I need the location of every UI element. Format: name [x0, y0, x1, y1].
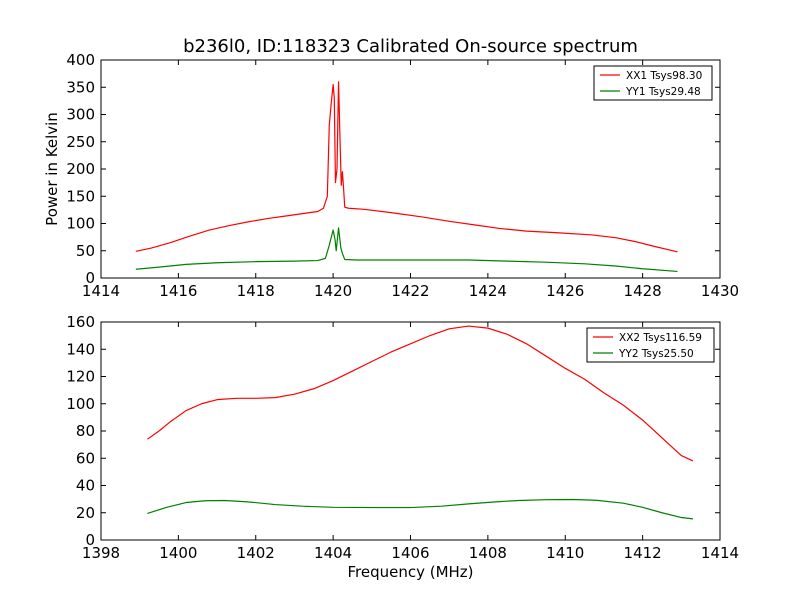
panel1-x-tick-label: 1426	[546, 282, 584, 300]
chart-title: b236l0, ID:118323 Calibrated On-source s…	[183, 36, 638, 57]
panel2-y-tick-label: 160	[66, 313, 95, 331]
panel2-y-tick-label: 80	[76, 422, 95, 440]
panel2-legend-label-1: XX2 Tsys116.59	[619, 332, 702, 344]
panel1-y-tick-label: 200	[66, 160, 95, 178]
panel1-x-tick-label: 1414	[82, 282, 120, 300]
panel1-y-tick-label: 250	[66, 133, 95, 151]
panel2-y-tick-label: 100	[66, 395, 95, 413]
panel2-x-tick-label: 1402	[237, 544, 275, 562]
panel1-x-tick-label: 1420	[314, 282, 352, 300]
panel2-legend-box	[586, 327, 715, 363]
panel1-legend-label-1: XX1 Tsys98.30	[626, 70, 702, 82]
panel1-y-tick-label: 300	[66, 106, 95, 124]
panel2-x-tick-label: 1406	[391, 544, 429, 562]
panel1-series-line-2	[135, 227, 678, 273]
panel2-series-line-2	[147, 498, 693, 520]
panel2-x-tick-label: 1414	[701, 544, 739, 562]
panel2-x-tick-label: 1404	[314, 544, 352, 562]
panel2-y-tick-label: 20	[76, 504, 95, 522]
panel2-x-axis-label: Frequency (MHz)	[347, 563, 473, 581]
panel1-x-tick-label: 1424	[469, 282, 507, 300]
panel2-legend	[586, 327, 715, 363]
panel1-x-tick-label: 1416	[159, 282, 197, 300]
panel1-legend	[593, 65, 713, 101]
panel2-y-tick-label: 120	[66, 368, 95, 386]
panel1-x-tick-label: 1430	[701, 282, 739, 300]
panel2-y-tick-label: 0	[85, 531, 95, 549]
panel1-x-tick-label: 1428	[624, 282, 662, 300]
panel2-y-tick-label: 40	[76, 477, 95, 495]
panel1-y-tick-label: 400	[66, 51, 95, 69]
panel1-x-tick-label: 1422	[391, 282, 429, 300]
panel1-legend-box	[593, 65, 713, 101]
panel1-y-tick-label: 350	[66, 78, 95, 96]
panel2-legend-label-2: YY2 Tsys25.50	[618, 348, 694, 360]
panel1-y-tick-label: 150	[66, 187, 95, 205]
panel2-y-tick-label: 140	[66, 340, 95, 358]
panel1-y-tick-label: 50	[76, 242, 95, 260]
panel1-series-line-1	[135, 81, 678, 253]
panel2-series-line-1	[147, 325, 694, 462]
panel2-y-tick-label: 60	[76, 449, 95, 467]
panel2-x-tick-label: 1410	[546, 544, 584, 562]
panel2-x-tick-label: 1398	[82, 544, 120, 562]
panel1-y-tick-label: 0	[85, 269, 95, 287]
panel2-x-tick-label: 1408	[469, 544, 507, 562]
panel1-legend-label-2: YY1 Tsys29.48	[625, 86, 701, 98]
panel1-y-axis-label: Power in Kelvin	[43, 112, 61, 226]
panel1-y-tick-label: 100	[66, 215, 95, 233]
panel2-x-tick-label: 1412	[624, 544, 662, 562]
panel1-x-tick-label: 1418	[237, 282, 275, 300]
panel2-x-tick-label: 1400	[159, 544, 197, 562]
